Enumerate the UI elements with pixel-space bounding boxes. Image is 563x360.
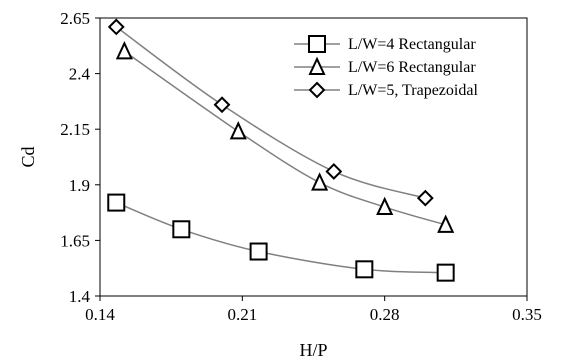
data-point-square — [172, 220, 191, 239]
legend-marker-diamond — [308, 81, 326, 99]
y-tick-label: 2.65 — [60, 9, 90, 28]
data-point-triangle — [376, 196, 394, 216]
data-point-square — [355, 260, 374, 279]
x-tick-label: 0.21 — [227, 305, 257, 324]
y-axis-title: Cd — [18, 146, 38, 167]
data-point-triangle — [437, 214, 455, 233]
series-line-2 — [123, 50, 446, 226]
y-tick-label: 1.65 — [60, 231, 90, 250]
data-point-diamond — [325, 163, 343, 180]
data-point-square — [249, 242, 268, 261]
data-point-diamond — [107, 18, 125, 36]
axes — [95, 17, 528, 301]
legend-marker-square — [308, 35, 326, 53]
x-tick-label: 0.28 — [370, 305, 400, 324]
y-tick-label: 1.9 — [69, 176, 90, 195]
data-point-triangle — [115, 40, 133, 60]
y-tick-label: 2.15 — [60, 120, 90, 139]
legend-label: L/W=6 Rectangular — [348, 59, 476, 76]
series-line-1 — [115, 201, 446, 274]
tick-labels: 0.14 0.21 0.28 0.35 1.4 1.65 1.9 2.15 2.4 2.65 — [60, 9, 542, 324]
x-axis-title: H/P — [299, 340, 327, 360]
x-tick-label: 0.35 — [512, 305, 542, 324]
data-point-square — [436, 263, 455, 282]
legend: L/W=4 Rectangular L/W=6 Rectangular L/W=5,… — [294, 35, 478, 99]
y-tick-label: 2.4 — [69, 65, 91, 84]
data-point-diamond — [213, 96, 231, 114]
y-tick-label: 1.4 — [69, 287, 91, 306]
legend-label: L/W=5, Trapezoidal — [348, 82, 478, 99]
data-point-triangle — [311, 172, 329, 191]
legend-label: L/W=4 Rectangular — [348, 36, 476, 53]
data-point-diamond — [416, 189, 434, 207]
data-points — [107, 18, 455, 282]
series-line-3 — [115, 26, 426, 199]
legend-marker-triangle — [308, 56, 326, 75]
x-tick-label: 0.14 — [85, 305, 115, 324]
plot-frame — [99, 17, 528, 297]
data-point-triangle — [229, 121, 247, 140]
data-point-square — [107, 193, 126, 212]
